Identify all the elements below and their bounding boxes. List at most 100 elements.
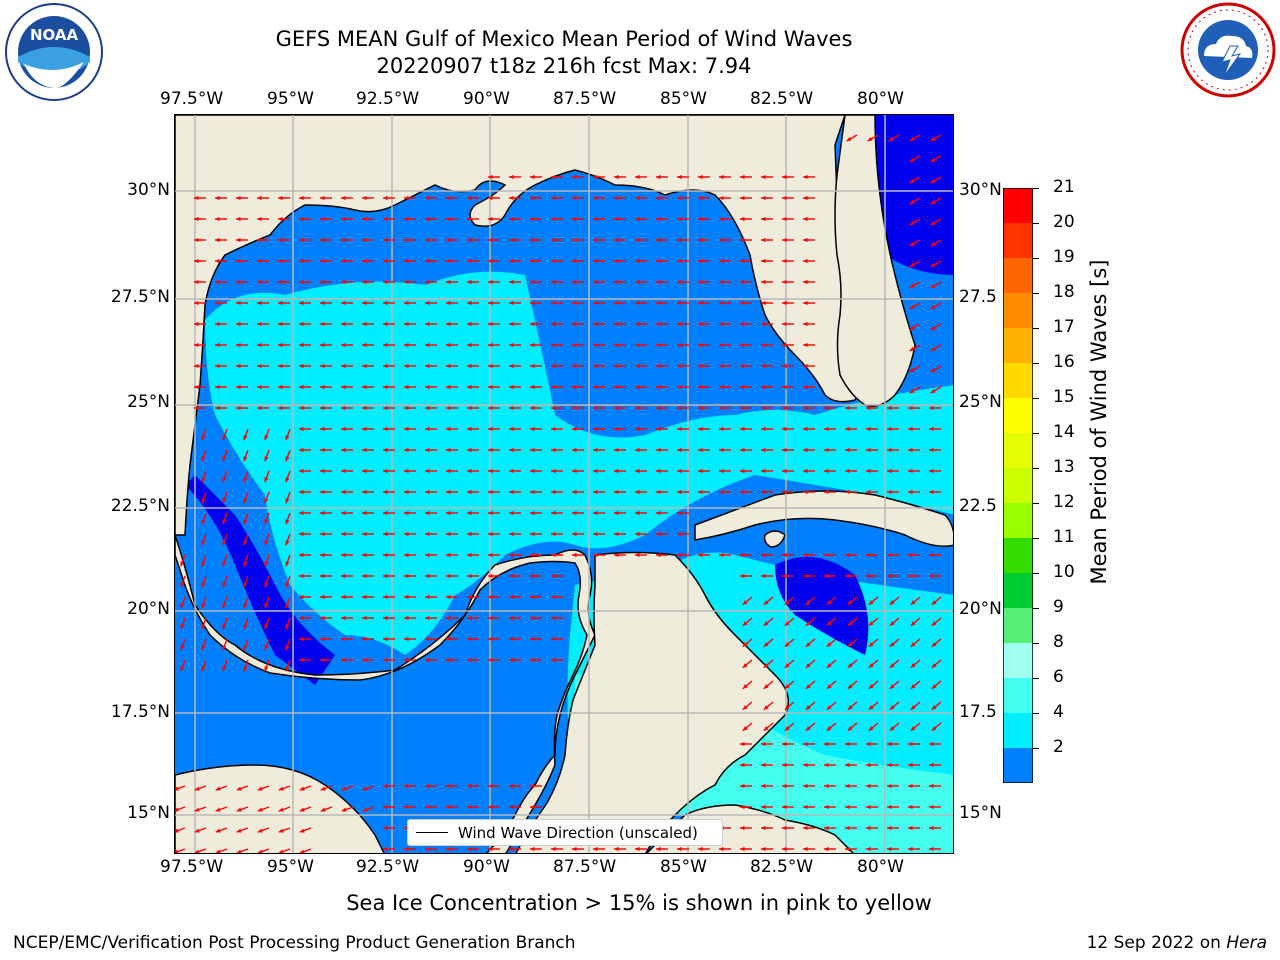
wind-wave-arrow-head bbox=[215, 384, 220, 390]
wind-wave-arrow-head bbox=[320, 195, 325, 201]
wind-wave-arrow-head bbox=[551, 636, 556, 642]
wind-wave-arrow-head bbox=[222, 456, 227, 462]
wind-wave-arrow-head bbox=[425, 342, 430, 348]
wind-wave-arrow-head bbox=[530, 531, 535, 537]
wind-wave-arrow-head bbox=[824, 846, 829, 852]
wind-wave-arrow-head bbox=[509, 195, 514, 201]
wind-wave-arrow-head bbox=[341, 279, 346, 285]
wind-wave-arrow-head bbox=[803, 426, 808, 432]
wind-wave-arrow-head bbox=[656, 216, 661, 222]
wind-wave-arrow-head bbox=[362, 489, 367, 495]
wind-wave-arrow-head bbox=[446, 279, 451, 285]
wind-wave-arrow-head bbox=[551, 573, 556, 579]
wind-wave-arrow-head bbox=[404, 510, 409, 516]
wind-wave-arrow-head bbox=[264, 624, 269, 630]
wind-wave-arrow-head bbox=[383, 552, 388, 558]
wind-wave-arrow-head bbox=[614, 846, 619, 852]
wind-wave-arrow-head bbox=[551, 594, 556, 600]
wind-wave-arrow-head bbox=[530, 783, 535, 789]
wind-wave-arrow-head bbox=[929, 489, 934, 495]
wind-wave-arrow-head bbox=[215, 363, 220, 369]
wind-wave-arrow-head bbox=[866, 573, 871, 579]
wind-wave-arrow-head bbox=[278, 786, 284, 791]
wind-wave-arrow-head bbox=[931, 621, 937, 626]
wind-wave-arrow-head bbox=[593, 195, 598, 201]
wind-wave-arrow-head bbox=[180, 603, 185, 609]
wind-wave-arrow-head bbox=[341, 258, 346, 264]
lon-tick-top: 80°W bbox=[857, 89, 904, 109]
wind-wave-arrow-head bbox=[931, 726, 937, 731]
lon-tick-bottom: 85°W bbox=[660, 857, 707, 877]
lon-tick-top: 95°W bbox=[267, 89, 314, 109]
wind-wave-arrow-head bbox=[803, 321, 808, 327]
wind-wave-arrow-head bbox=[236, 216, 241, 222]
colorbar-swatch bbox=[1003, 468, 1033, 503]
wind-wave-arrow-head bbox=[509, 468, 514, 474]
wind-wave-arrow-head bbox=[782, 573, 787, 579]
wind-wave-arrow-head bbox=[551, 237, 556, 243]
wind-wave-arrow-head bbox=[740, 363, 745, 369]
wind-wave-arrow-head bbox=[656, 384, 661, 390]
wind-wave-arrow-head bbox=[509, 405, 514, 411]
wind-wave-arrow-head bbox=[341, 405, 346, 411]
wind-wave-arrow-head bbox=[551, 363, 556, 369]
wind-wave-arrow-head bbox=[572, 237, 577, 243]
wind-wave-arrow-head bbox=[530, 846, 535, 852]
period-zone-deep bbox=[775, 557, 869, 655]
wind-wave-arrow-head bbox=[784, 642, 790, 647]
wind-wave-arrow-head bbox=[320, 426, 325, 432]
wind-wave-arrow-head bbox=[909, 325, 915, 330]
lat-tick-left: 30°N bbox=[127, 180, 170, 200]
colorbar bbox=[1002, 187, 1034, 784]
wind-wave-arrow-head bbox=[278, 405, 283, 411]
land-yucatan bbox=[515, 551, 790, 853]
wind-wave-arrow-head bbox=[551, 321, 556, 327]
wind-wave-arrow-head bbox=[740, 279, 745, 285]
wind-wave-arrow-head bbox=[910, 600, 916, 605]
wind-wave-arrow-head bbox=[509, 594, 514, 600]
wind-wave-arrow-head bbox=[243, 477, 248, 483]
wind-wave-arrow-head bbox=[782, 174, 787, 180]
wind-wave-arrow-head bbox=[341, 636, 346, 642]
wind-wave-arrow-head bbox=[614, 468, 619, 474]
wind-wave-arrow-head bbox=[222, 603, 227, 609]
wind-wave-arrow-head bbox=[425, 804, 430, 810]
wind-wave-arrow-head bbox=[572, 216, 577, 222]
wind-wave-arrow-head bbox=[201, 519, 206, 525]
wind-wave-arrow-head bbox=[257, 786, 263, 791]
lat-tick-right: 15°N bbox=[959, 803, 1002, 823]
wind-wave-arrow-head bbox=[404, 636, 409, 642]
wind-wave-arrow-head bbox=[551, 174, 556, 180]
wind-wave-arrow-head bbox=[930, 346, 936, 351]
wind-wave-arrow-head bbox=[530, 447, 535, 453]
lon-tick-bottom: 92.5°W bbox=[356, 857, 420, 877]
wind-wave-arrow-head bbox=[887, 783, 892, 789]
wind-wave-arrow-head bbox=[930, 220, 936, 225]
lat-tick-right: 27.5 bbox=[959, 287, 997, 307]
wind-wave-arrow-head bbox=[803, 489, 808, 495]
wind-wave-arrow-head bbox=[698, 216, 703, 222]
wind-wave-arrow-head bbox=[614, 300, 619, 306]
wind-wave-arrow-head bbox=[257, 807, 263, 812]
wind-wave-arrow-head bbox=[740, 762, 745, 768]
wind-wave-arrow-head bbox=[656, 300, 661, 306]
wind-wave-arrow-head bbox=[299, 786, 305, 791]
wind-wave-arrow-head bbox=[488, 300, 493, 306]
wind-wave-arrow-head bbox=[509, 174, 514, 180]
wind-wave-arrow-head bbox=[593, 342, 598, 348]
wind-wave-arrow-head bbox=[320, 279, 325, 285]
wind-wave-arrow-head bbox=[488, 468, 493, 474]
wind-wave-arrow-head bbox=[887, 552, 892, 558]
wind-wave-arrow-head bbox=[929, 741, 934, 747]
lon-tick-top: 90°W bbox=[463, 89, 510, 109]
wind-wave-arrow-head bbox=[593, 258, 598, 264]
colorbar-swatch bbox=[1003, 573, 1033, 608]
wind-wave-arrow-head bbox=[299, 258, 304, 264]
wind-wave-arrow-head bbox=[278, 828, 284, 833]
wind-wave-arrow-head bbox=[509, 657, 514, 663]
wind-wave-arrow-head bbox=[593, 447, 598, 453]
wind-wave-arrow-head bbox=[866, 552, 871, 558]
lat-tick-left: 20°N bbox=[127, 599, 170, 619]
wind-wave-arrow-head bbox=[446, 300, 451, 306]
wind-wave-arrow-head bbox=[572, 195, 577, 201]
